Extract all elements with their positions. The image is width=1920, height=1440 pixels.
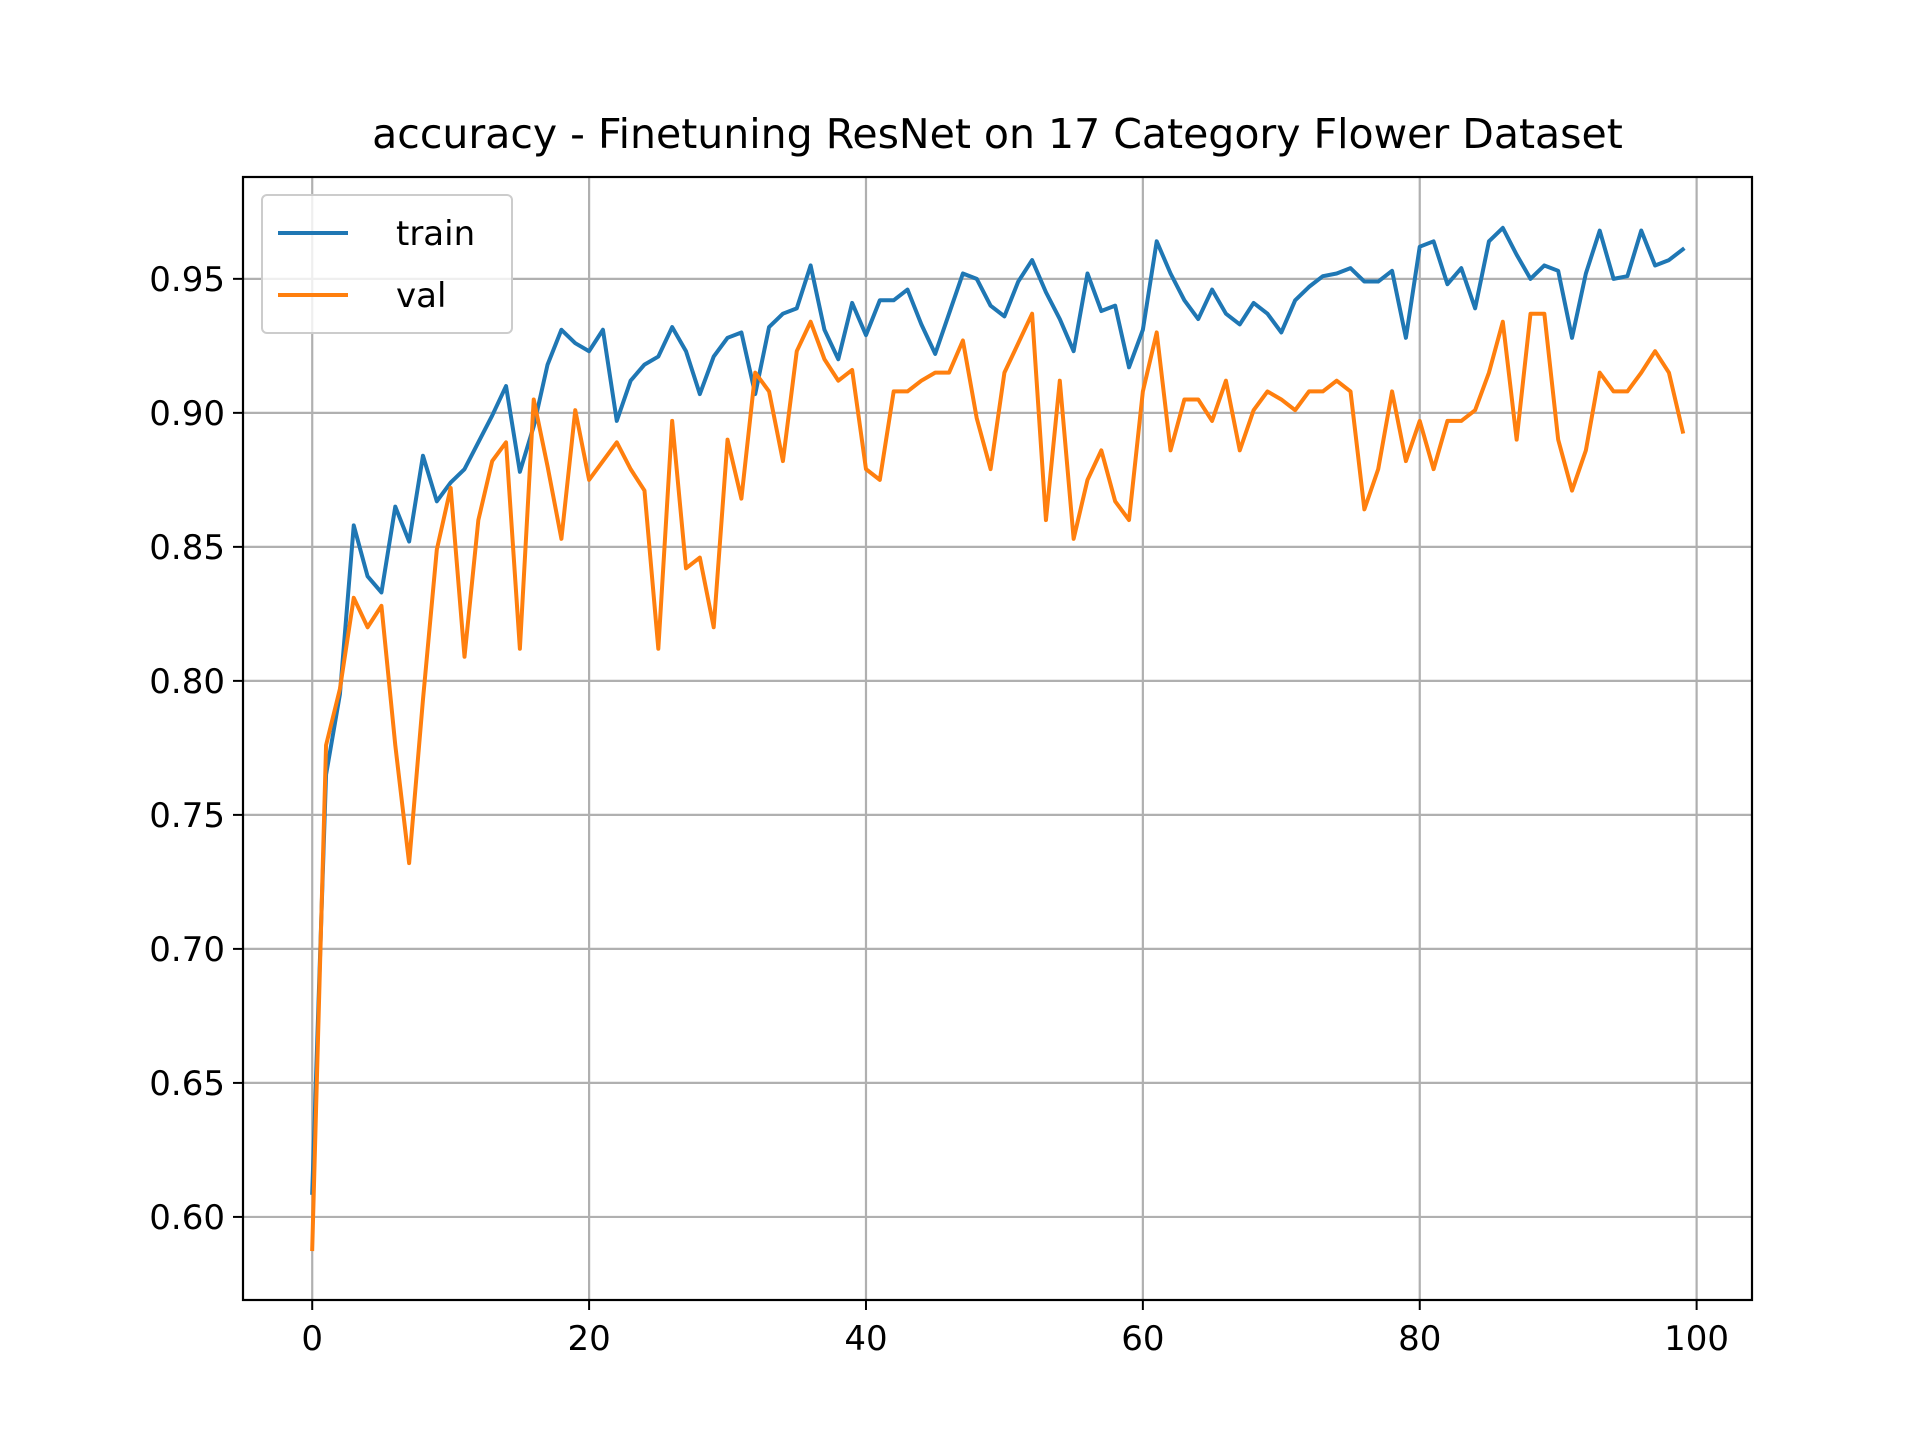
x-tick-label: 0 xyxy=(301,1319,323,1359)
x-tick-label: 100 xyxy=(1664,1319,1729,1359)
series-lines xyxy=(310,225,1686,1252)
y-tick-label: 0.70 xyxy=(149,930,225,970)
legend-box xyxy=(261,194,513,334)
series-line-val xyxy=(310,311,1686,1252)
x-tick-label: 80 xyxy=(1398,1319,1441,1359)
y-tick-label: 0.90 xyxy=(149,394,225,434)
y-tick-label: 0.75 xyxy=(149,796,225,836)
chart-title: accuracy - Finetuning ResNet on 17 Categ… xyxy=(372,110,1623,158)
x-tick-label: 40 xyxy=(844,1319,887,1359)
y-tick-label: 0.95 xyxy=(149,260,225,300)
series-line-train xyxy=(310,225,1686,1195)
axis-ticks: 0 20 40 60 80 100 0.60 0.65 0.70 0.75 0.80 0.85 0.90… xyxy=(149,260,1729,1359)
x-tick-label: 60 xyxy=(1121,1319,1164,1359)
y-tick-label: 0.80 xyxy=(149,662,225,702)
plot-area-background xyxy=(243,177,1752,1300)
legend: train val xyxy=(261,194,513,334)
y-tick-label: 0.60 xyxy=(149,1198,225,1238)
y-tick-label: 0.85 xyxy=(149,528,225,568)
legend-label-val: val xyxy=(396,276,446,316)
plot-frame xyxy=(241,175,1754,1302)
x-tick-label: 20 xyxy=(567,1319,610,1359)
y-tick-label: 0.65 xyxy=(149,1064,225,1104)
legend-label-train: train xyxy=(396,214,475,254)
